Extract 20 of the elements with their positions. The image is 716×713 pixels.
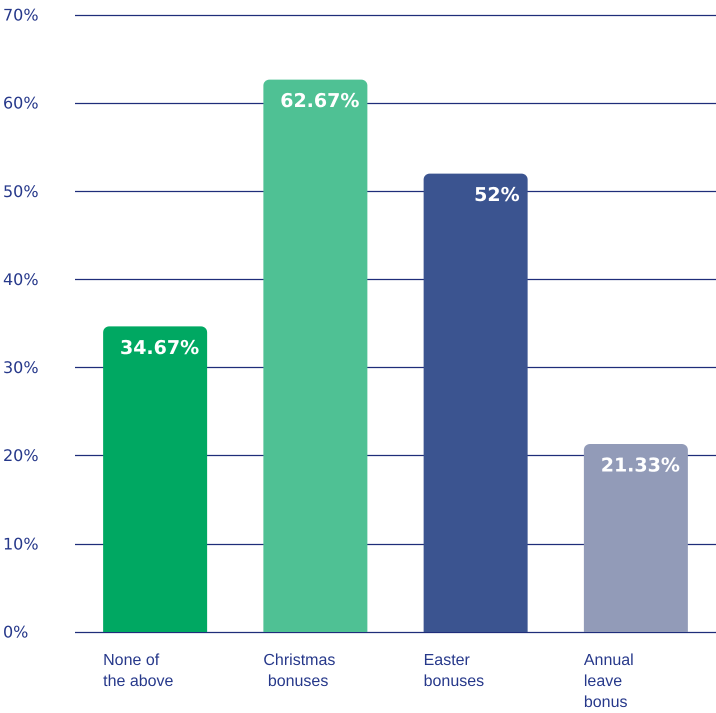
y-tick-label: 70% <box>3 6 39 24</box>
y-tick-label: 40% <box>3 270 39 289</box>
data-label: 62.67% <box>280 90 360 112</box>
bar <box>424 174 528 632</box>
data-label: 34.67% <box>120 336 200 359</box>
y-tick-label: 50% <box>3 182 39 201</box>
y-tick-label: 0% <box>3 622 28 642</box>
x-tick-label: Annual leave bonus <box>584 652 638 711</box>
bar <box>103 326 208 632</box>
data-label: 21.33% <box>600 454 680 476</box>
bar <box>263 80 368 632</box>
y-tick-label: 30% <box>3 358 39 378</box>
data-label: 52% <box>474 184 520 206</box>
y-tick-label: 60% <box>3 94 39 113</box>
x-tick-label: Easter bonuses <box>424 652 484 690</box>
y-tick-label: 10% <box>3 534 39 554</box>
x-tick-label: None of the above <box>103 652 174 690</box>
bar <box>584 444 688 632</box>
y-tick-label: 20% <box>3 446 39 466</box>
x-tick-label: Christmas bonuses <box>263 652 336 690</box>
